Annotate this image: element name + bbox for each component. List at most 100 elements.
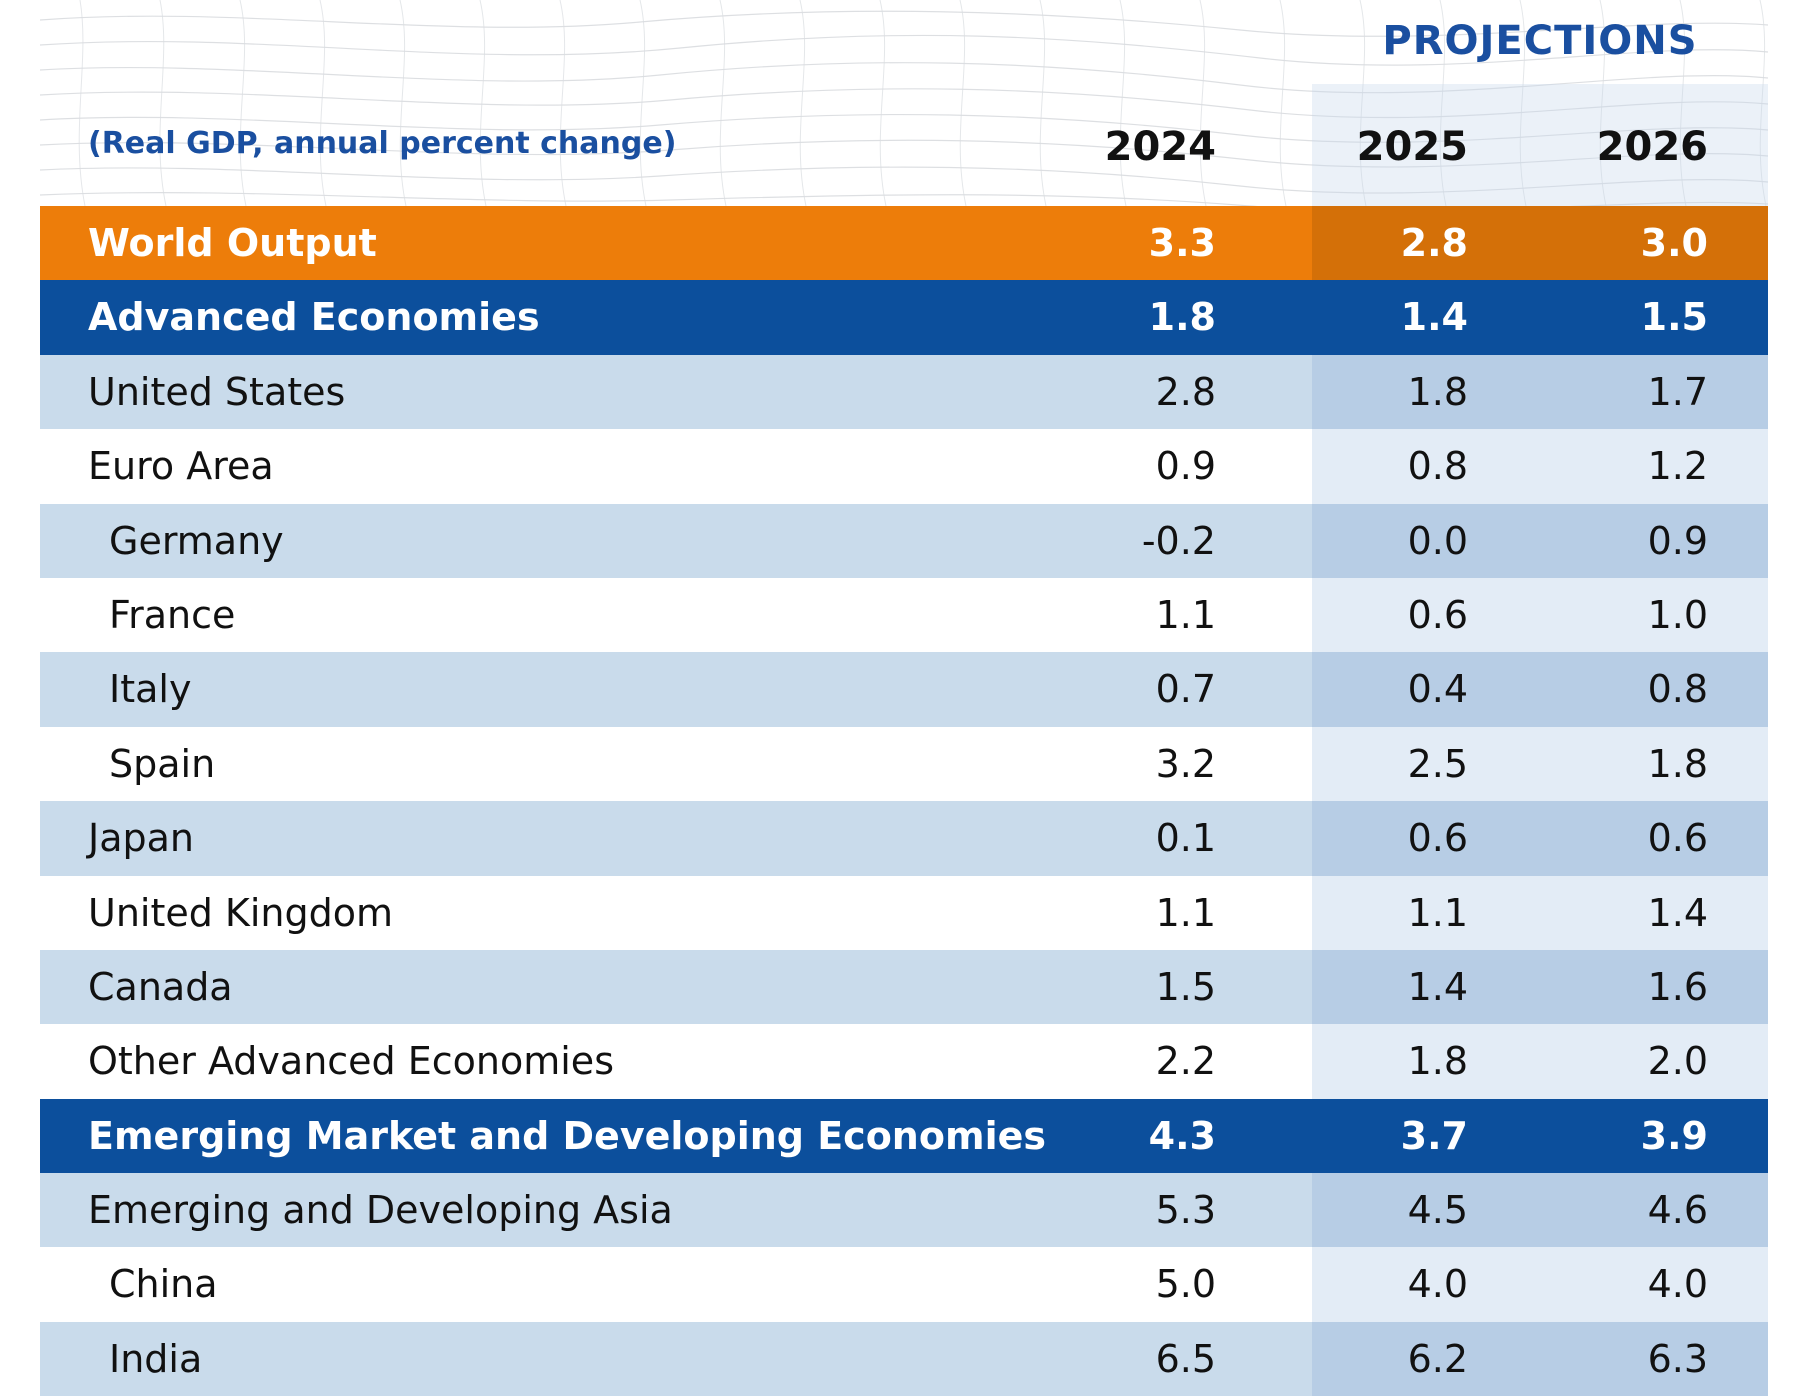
year-header-2026: 2026 [1596,124,1708,170]
value-cell-2024: 2.2 [1155,1039,1216,1084]
value-cell-2025: 0.8 [1407,444,1468,489]
table-body: World Output 3.3 2.8 3.0 Advanced Economies 1… [40,206,1768,1396]
row-label: Italy [109,667,192,712]
projection-shade [1312,1024,1768,1099]
value-cell-2026: 3.0 [1640,221,1708,265]
table-row: Japan 0.1 0.6 0.6 [40,801,1768,876]
value-cell-2026: 3.9 [1640,1113,1708,1158]
value-cell-2024: 6.5 [1155,1336,1216,1381]
projection-shade [1312,429,1768,504]
value-cell-2025: 1.1 [1407,890,1468,935]
value-cell-2026: 1.2 [1647,444,1708,489]
value-cell-2025: 2.5 [1407,741,1468,786]
value-cell-2026: 1.8 [1647,741,1708,786]
table-row: India 6.5 6.2 6.3 [40,1321,1768,1396]
value-cell-2025: 0.0 [1407,518,1468,563]
year-header-2025: 2025 [1356,124,1468,170]
row-label: India [109,1336,203,1381]
table-row: Euro Area 0.9 0.8 1.2 [40,429,1768,504]
value-cell-2024: 4.3 [1148,1113,1216,1158]
value-cell-2024: 0.7 [1155,667,1216,712]
value-cell-2025: 1.4 [1400,295,1468,340]
row-label: Canada [88,964,233,1009]
projection-shade [1312,1247,1768,1322]
table-subtitle: (Real GDP, annual percent change) [88,126,677,161]
value-cell-2026: 1.7 [1647,369,1708,414]
row-label: Spain [109,741,216,786]
projection-shade [1312,206,1768,281]
value-cell-2024: 1.8 [1148,295,1216,340]
table-row: Other Advanced Economies 2.2 1.8 2.0 [40,1024,1768,1099]
value-cell-2026: 1.0 [1647,592,1708,637]
row-label: Emerging and Developing Asia [88,1188,673,1233]
table-row: Canada 1.5 1.4 1.6 [40,949,1768,1025]
value-cell-2025: 4.5 [1407,1188,1468,1233]
projections-heading: PROJECTIONS [1382,18,1698,64]
value-cell-2024: 2.8 [1155,369,1216,414]
row-label: Euro Area [88,444,274,489]
value-cell-2025: 0.6 [1407,592,1468,637]
table-row: Advanced Economies 1.8 1.4 1.5 [40,280,1768,355]
row-label: United Kingdom [88,890,394,935]
row-label: Japan [88,816,194,861]
row-label: Advanced Economies [88,295,540,340]
table-row: Germany -0.2 0.0 0.9 [40,503,1768,578]
wave-grid-background [40,0,1768,206]
table-row: Spain 3.2 2.5 1.8 [40,726,1768,802]
row-label: World Output [88,221,377,265]
projection-shade [1312,652,1768,727]
row-label: Emerging Market and Developing Economies [88,1113,1046,1158]
value-cell-2024: 1.1 [1155,592,1216,637]
value-cell-2026: 6.3 [1647,1336,1708,1381]
table-row: United States 2.8 1.8 1.7 [40,354,1768,430]
value-cell-2026: 0.8 [1647,667,1708,712]
value-cell-2024: 0.1 [1155,816,1216,861]
value-cell-2025: 4.0 [1407,1262,1468,1307]
value-cell-2024: 1.5 [1155,964,1216,1009]
table-row: Emerging and Developing Asia 5.3 4.5 4.6 [40,1173,1768,1248]
table-row: World Output 3.3 2.8 3.0 [40,206,1768,281]
projection-shade [1312,354,1768,430]
value-cell-2025: 3.7 [1400,1113,1468,1158]
table-row: Emerging Market and Developing Economies… [40,1098,1768,1174]
table-row: Italy 0.7 0.4 0.8 [40,652,1768,727]
row-label: United States [88,369,346,414]
value-cell-2026: 1.5 [1640,295,1708,340]
projection-shade [1312,801,1768,876]
year-header-2024: 2024 [1104,124,1216,170]
projection-shade [1312,875,1768,950]
value-cell-2026: 4.0 [1647,1262,1708,1307]
value-cell-2024: 3.2 [1155,741,1216,786]
projection-shade [1312,1321,1768,1396]
value-cell-2025: 1.8 [1407,1039,1468,1084]
projection-shade [1312,949,1768,1025]
row-label: China [109,1262,218,1307]
value-cell-2025: 0.4 [1407,667,1468,712]
value-cell-2025: 0.6 [1407,816,1468,861]
value-cell-2026: 1.6 [1647,964,1708,1009]
value-cell-2026: 0.6 [1647,816,1708,861]
value-cell-2026: 0.9 [1647,518,1708,563]
value-cell-2024: 5.0 [1155,1262,1216,1307]
value-cell-2026: 4.6 [1647,1188,1708,1233]
value-cell-2025: 6.2 [1407,1336,1468,1381]
row-label: Other Advanced Economies [88,1039,614,1084]
value-cell-2024: 5.3 [1155,1188,1216,1233]
value-cell-2024: 1.1 [1155,890,1216,935]
table-row: United Kingdom 1.1 1.1 1.4 [40,875,1768,950]
value-cell-2024: -0.2 [1141,518,1216,563]
table-row: France 1.1 0.6 1.0 [40,577,1768,653]
table-row: China 5.0 4.0 4.0 [40,1247,1768,1322]
value-cell-2025: 2.8 [1400,221,1468,265]
projection-shade [1312,1173,1768,1248]
value-cell-2024: 0.9 [1155,444,1216,489]
value-cell-2024: 3.3 [1148,221,1216,265]
value-cell-2026: 1.4 [1647,890,1708,935]
value-cell-2025: 1.4 [1407,964,1468,1009]
value-cell-2026: 2.0 [1647,1039,1708,1084]
value-cell-2025: 1.8 [1407,369,1468,414]
row-label: France [109,592,236,637]
projection-shade [1312,503,1768,578]
projection-shade [1312,726,1768,802]
